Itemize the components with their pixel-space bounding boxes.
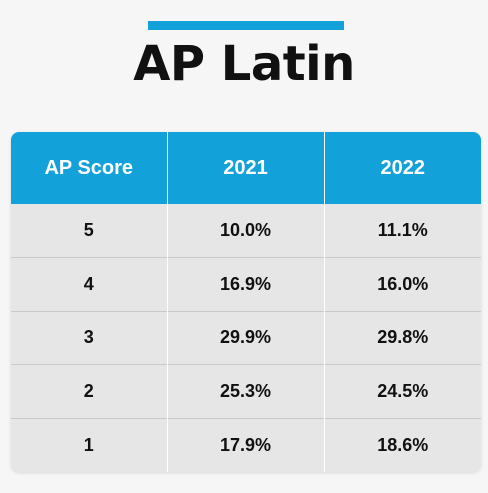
- table-cell-score: 2: [11, 365, 167, 419]
- page-title: AP Latin: [0, 36, 488, 92]
- header-cell-2022: 2022: [324, 132, 481, 204]
- table-cell-value-2022: 24.5%: [324, 365, 481, 419]
- table-cell-value-2021: 25.3%: [167, 365, 324, 419]
- table-cell-value-2022: 29.8%: [324, 311, 481, 365]
- table-row: 4 16.9% 16.0%: [11, 258, 481, 312]
- table-cell-value-2022: 16.0%: [324, 258, 481, 312]
- score-table: AP Score 2021 2022 5 10.0% 11.1% 4 16.9% 16.0…: [11, 132, 481, 472]
- table-cell-score: 4: [11, 258, 167, 312]
- header-cell-score: AP Score: [11, 132, 167, 204]
- table-row: 1 17.9% 18.6%: [11, 418, 481, 472]
- table-row: 2 25.3% 24.5%: [11, 365, 481, 419]
- table-header: AP Score 2021 2022: [11, 132, 481, 204]
- table-cell-score: 3: [11, 311, 167, 365]
- table-cell-value-2022: 18.6%: [324, 418, 481, 472]
- table-cell-value-2021: 10.0%: [167, 204, 324, 258]
- title-accent-bar: [148, 21, 344, 30]
- table-cell-value-2021: 16.9%: [167, 258, 324, 312]
- table-cell-value-2022: 11.1%: [324, 204, 481, 258]
- table-body: 5 10.0% 11.1% 4 16.9% 16.0% 3 29.9% 29.8% 2 25.3% 2…: [11, 204, 481, 472]
- table-row: 5 10.0% 11.1%: [11, 204, 481, 258]
- table-row: 3 29.9% 29.8%: [11, 311, 481, 365]
- table-cell-score: 1: [11, 418, 167, 472]
- score-table-container: AP Score 2021 2022 5 10.0% 11.1% 4 16.9% 16.0…: [11, 132, 481, 472]
- table-cell-value-2021: 29.9%: [167, 311, 324, 365]
- table-cell-value-2021: 17.9%: [167, 418, 324, 472]
- table-cell-score: 5: [11, 204, 167, 258]
- header-row: AP Score 2021 2022: [11, 132, 481, 204]
- header-cell-2021: 2021: [167, 132, 324, 204]
